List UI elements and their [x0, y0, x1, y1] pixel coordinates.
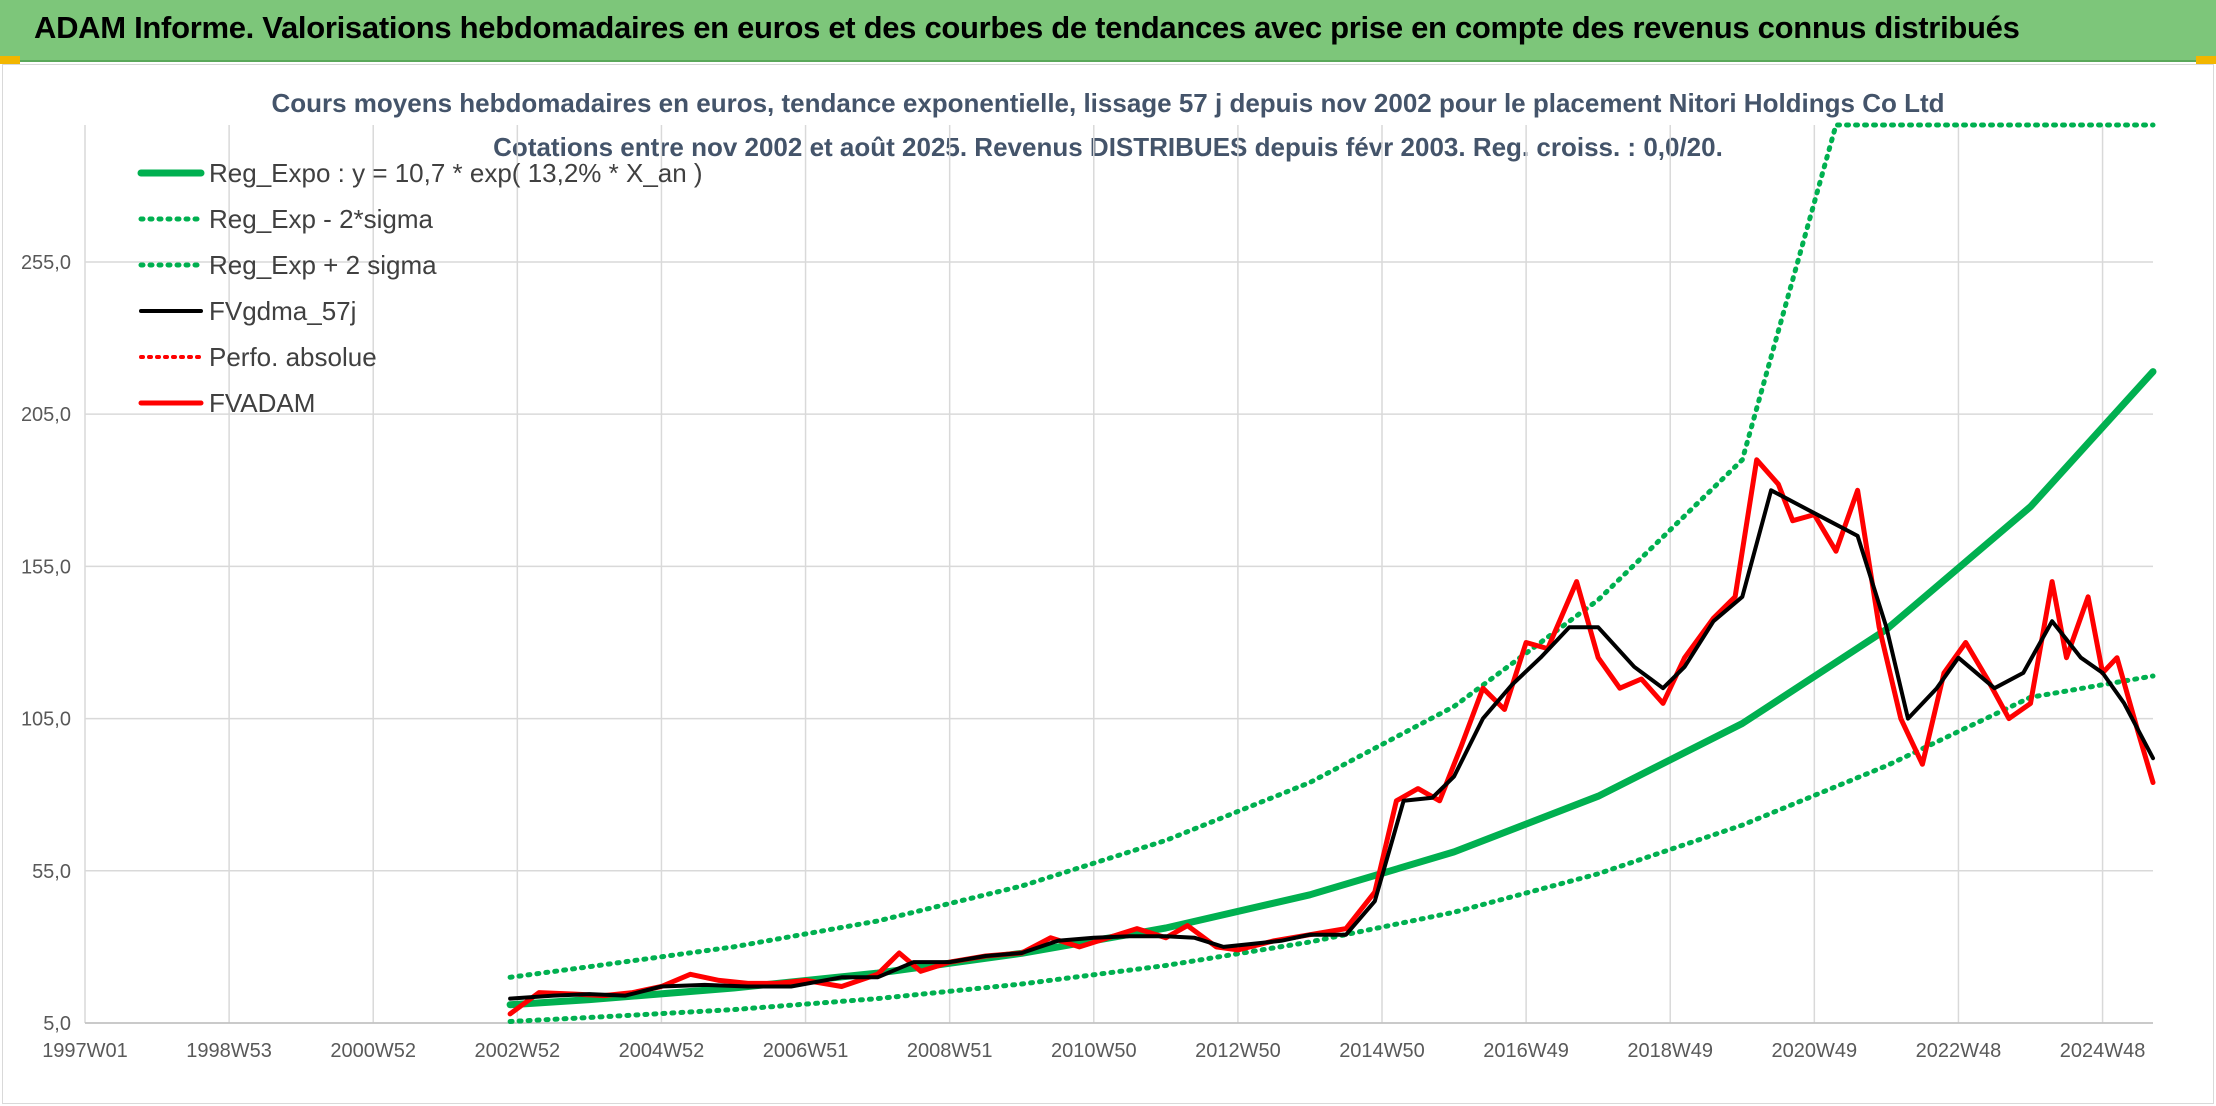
- x-tick-label: 2010W50: [1051, 1040, 1137, 1062]
- legend-label: Reg_Exp + 2 sigma: [209, 250, 437, 280]
- series-reg-expo: [506, 368, 2157, 1009]
- x-tick-label: 2002W52: [475, 1040, 561, 1062]
- x-tick-label: 2004W52: [619, 1040, 705, 1062]
- chart-subtitle: Cotations entre nov 2002 et août 2025. R…: [493, 132, 1723, 162]
- corner-marker-left: [0, 56, 20, 64]
- x-tick-label: 1997W01: [42, 1040, 128, 1062]
- y-tick-label: 55,0: [32, 861, 71, 883]
- x-tick-label: 2020W49: [1772, 1040, 1858, 1062]
- chart-area: Cours moyens hebdomadaires en euros, ten…: [2, 64, 2214, 1104]
- page-title: ADAM Informe. Valorisations hebdomadaire…: [34, 10, 2020, 45]
- chart-grid: [84, 125, 2153, 1024]
- header-banner: ADAM Informe. Valorisations hebdomadaire…: [0, 0, 2216, 62]
- legend-label: Reg_Expo : y = 10,7 * exp( 13,2% * X_an …: [209, 158, 703, 188]
- corner-marker-right: [2196, 56, 2216, 64]
- x-tick-label: 2018W49: [1627, 1040, 1713, 1062]
- x-tick-label: 1998W53: [186, 1040, 272, 1062]
- y-tick-label: 155,0: [21, 556, 71, 578]
- y-axis: 5,0 55,0 105,0 155,0 205,0 255,0: [21, 252, 71, 1035]
- y-tick-label: 255,0: [21, 252, 71, 274]
- x-tick-label: 2022W48: [1916, 1040, 2002, 1062]
- x-tick-label: 2024W48: [2060, 1040, 2146, 1062]
- series-reg-exp-plus: [507, 122, 2156, 980]
- chart-svg: Cours moyens hebdomadaires en euros, ten…: [21, 88, 2157, 1062]
- x-tick-label: 2012W50: [1195, 1040, 1281, 1062]
- series-fvadam: [507, 457, 2156, 1017]
- x-tick-label: 2016W49: [1483, 1040, 1569, 1062]
- x-tick-label: 2006W51: [763, 1040, 849, 1062]
- legend: Reg_Expo : y = 10,7 * exp( 13,2% * X_an …: [137, 158, 703, 418]
- y-tick-label: 205,0: [21, 404, 71, 426]
- x-tick-label: 2014W50: [1339, 1040, 1425, 1062]
- series-fvgdma: [508, 488, 2155, 1001]
- y-tick-label: 105,0: [21, 709, 71, 731]
- y-tick-label: 5,0: [43, 1013, 71, 1035]
- x-tick-label: 2008W51: [907, 1040, 993, 1062]
- x-axis: 1997W01 1998W53 2000W52 2002W52 2004W52 2006W…: [42, 1022, 2153, 1062]
- legend-label: Reg_Exp - 2*sigma: [209, 204, 434, 234]
- legend-label: Perfo. absolue: [209, 342, 377, 372]
- series-lines: [506, 122, 2157, 1024]
- x-tick-label: 2000W52: [330, 1040, 416, 1062]
- legend-label: FVADAM: [209, 388, 315, 418]
- legend-label: FVgdma_57j: [209, 296, 356, 326]
- chart-title: Cours moyens hebdomadaires en euros, ten…: [271, 88, 1944, 118]
- series-reg-exp-minus: [507, 673, 2156, 1024]
